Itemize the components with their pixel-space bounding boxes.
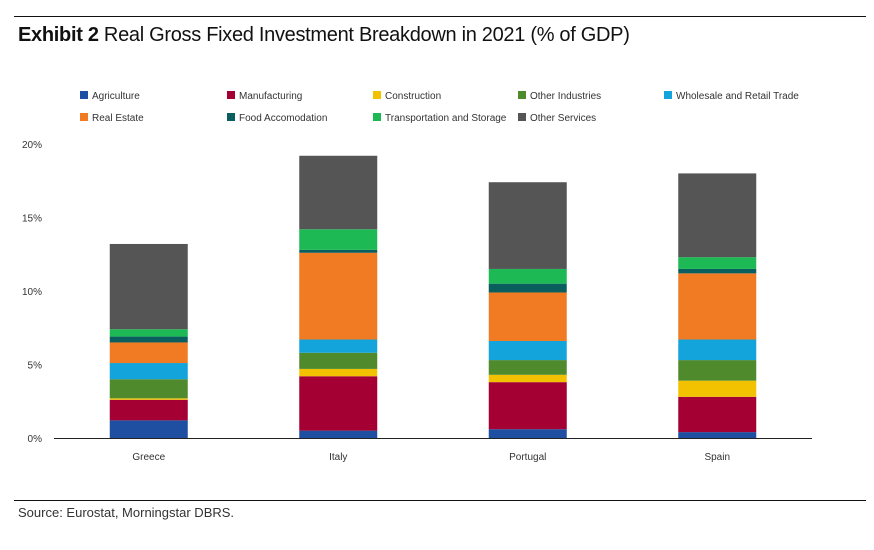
legend-label: Construction — [385, 91, 441, 102]
bar-segment — [299, 352, 378, 369]
legend-label: Wholesale and Retail Trade — [676, 91, 799, 102]
legend-label: Transportation and Storage — [385, 113, 507, 124]
legend-swatch — [518, 91, 526, 99]
legend-swatch — [80, 91, 88, 99]
bar-segment — [109, 399, 188, 421]
legend-swatch — [518, 113, 526, 121]
bar-segment — [109, 243, 188, 330]
legend-swatch — [227, 91, 235, 99]
exhibit-label: Exhibit 2 — [18, 24, 99, 46]
bar-segment — [678, 432, 757, 438]
legend-label: Other Services — [530, 113, 596, 124]
bar-segment — [488, 182, 567, 269]
bar-segment — [488, 360, 567, 375]
y-tick-label: 15% — [22, 214, 42, 225]
chart-title: Real Gross Fixed Investment Breakdown in… — [103, 24, 630, 46]
bar-segment — [299, 155, 378, 230]
bar-segment — [109, 363, 188, 380]
legend-swatch — [227, 113, 235, 121]
bar-segment — [488, 283, 567, 293]
bar-segment — [488, 429, 567, 438]
top-rule — [14, 16, 866, 17]
legend-label: Other Industries — [530, 91, 601, 102]
bar-segment — [488, 382, 567, 430]
bottom-rule — [14, 500, 866, 501]
x-tick-label: Greece — [132, 452, 165, 463]
bar-segment — [488, 340, 567, 361]
bar-segment — [299, 249, 378, 253]
y-tick-label: 10% — [22, 287, 42, 298]
legend-label: Manufacturing — [239, 91, 302, 102]
bar-segment — [678, 257, 757, 269]
bar-segment — [678, 396, 757, 433]
bar-segment — [488, 268, 567, 284]
bar-segment — [678, 360, 757, 381]
exhibit-title: Exhibit 2 Real Gross Fixed Investment Br… — [18, 24, 630, 47]
y-tick-label: 20% — [22, 140, 42, 151]
bar-segment — [299, 252, 378, 340]
x-tick-label: Portugal — [509, 452, 546, 463]
legend-swatch — [373, 113, 381, 121]
bar-segment — [299, 376, 378, 431]
bar-segment — [299, 229, 378, 250]
bar-segment — [109, 336, 188, 343]
bar-segment — [109, 379, 188, 399]
legend-swatch — [80, 113, 88, 121]
bar-segment — [488, 374, 567, 383]
legend-label: Agriculture — [92, 91, 140, 102]
x-tick-label: Spain — [704, 452, 730, 463]
bar-segment — [109, 342, 188, 364]
legend-swatch — [373, 91, 381, 99]
legend-swatch — [664, 91, 672, 99]
bar-segment — [678, 380, 757, 397]
bar-segment — [678, 268, 757, 274]
bar-segment — [109, 420, 188, 438]
y-tick-label: 5% — [28, 361, 43, 372]
bar-segment — [299, 368, 378, 377]
legend-label: Food Accomodation — [239, 113, 327, 124]
bar-segment — [678, 273, 757, 340]
bar-segment — [109, 398, 188, 400]
stacked-bar-chart: 0% 5% 10% 15% 20% Greece Italy Portugal Spain Agr… — [22, 91, 812, 463]
bar-segment — [109, 329, 188, 337]
bar-segment — [488, 292, 567, 341]
y-tick-label: 0% — [28, 434, 43, 445]
source-note: Source: Eurostat, Morningstar DBRS. — [18, 505, 235, 520]
bar-segment — [299, 430, 378, 438]
x-tick-label: Italy — [329, 452, 347, 463]
bar-segment — [678, 339, 757, 361]
bar-segment — [299, 339, 378, 353]
legend-label: Real Estate — [92, 113, 144, 124]
bar-segment — [678, 173, 757, 258]
